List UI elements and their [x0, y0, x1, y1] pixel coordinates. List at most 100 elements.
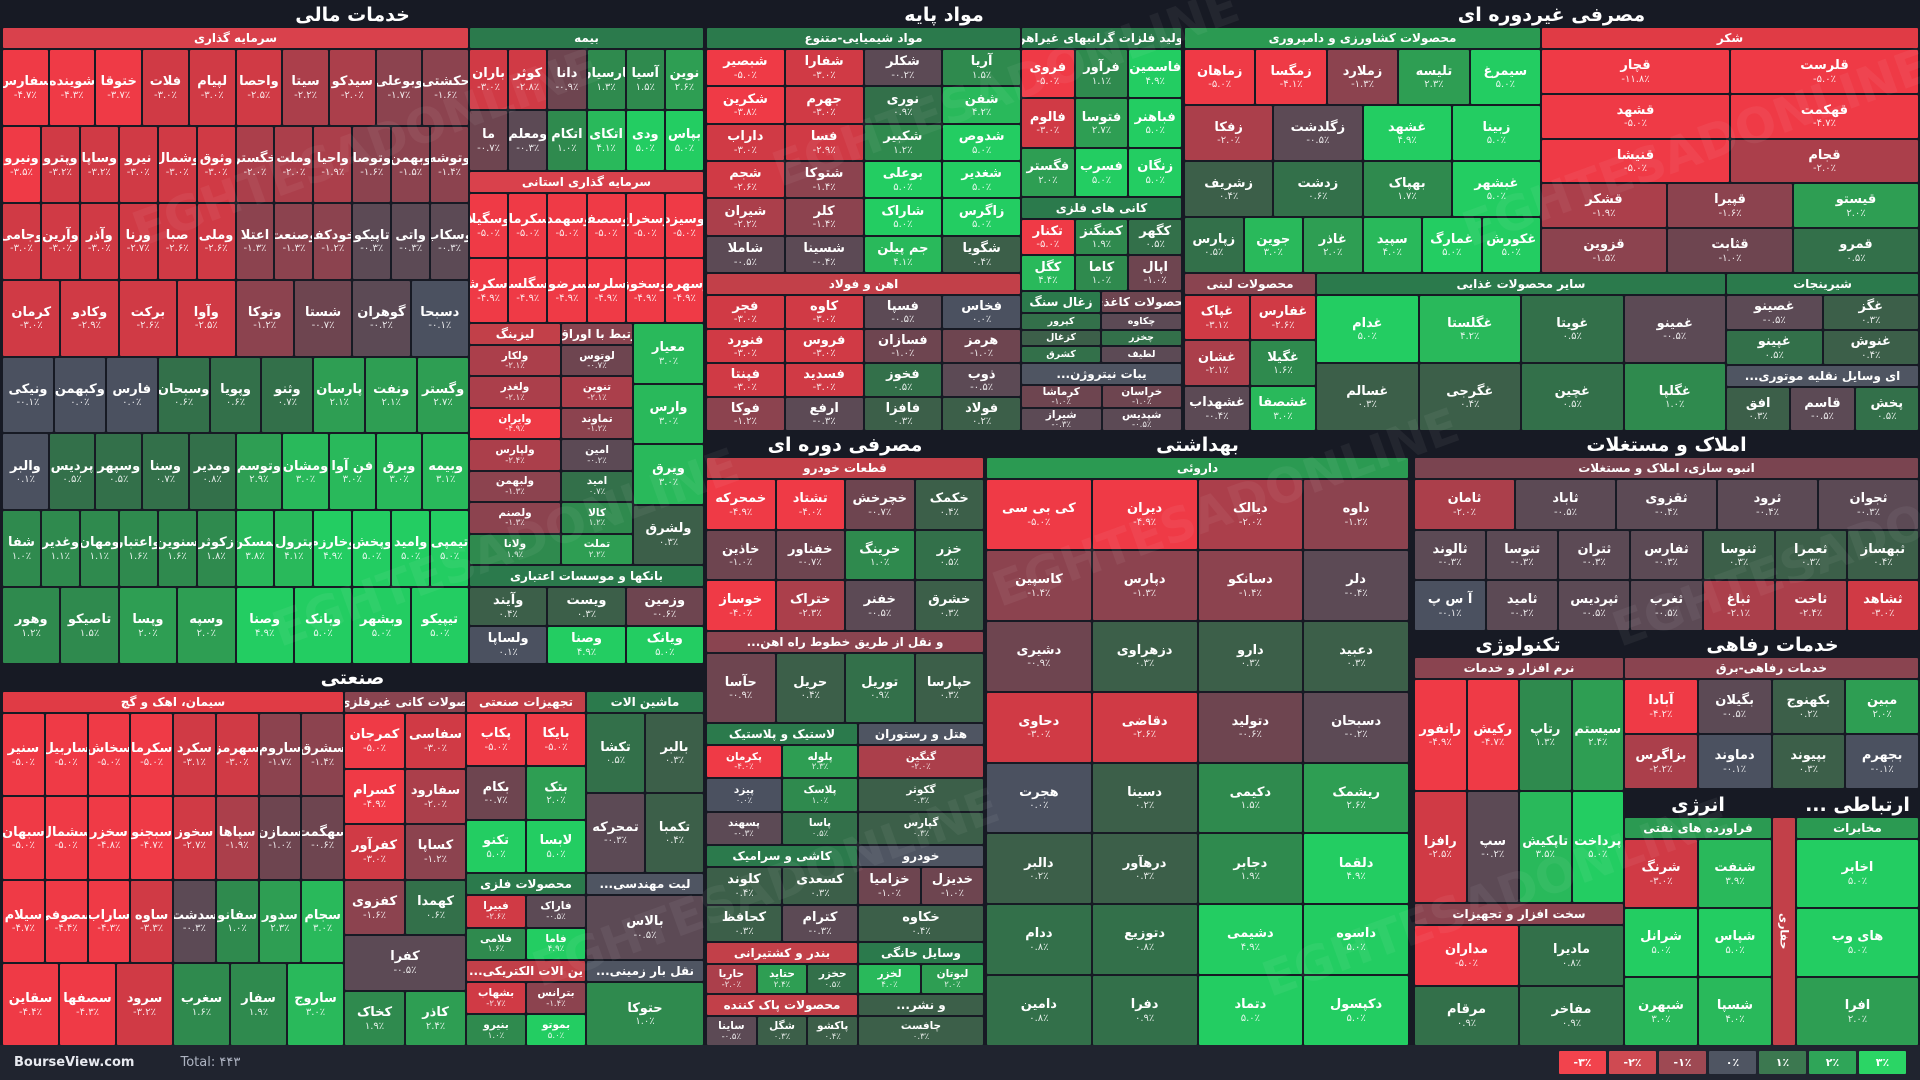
- subsector-header[interactable]: هتل و رستوران: [859, 724, 983, 744]
- stock-cell[interactable]: زدشت ۰.۶٪: [1274, 162, 1362, 216]
- sector-title[interactable]: صنعتی: [320, 667, 385, 689]
- stock-cell[interactable]: کفزوی -۱.۶٪: [345, 880, 404, 934]
- stock-cell[interactable]: سپاها -۱.۹٪: [216, 797, 258, 879]
- stock-cell[interactable]: خزر ۰.۵٪: [915, 530, 983, 580]
- stock-cell[interactable]: فوکا -۱.۲٪: [707, 398, 784, 430]
- stock-cell[interactable]: دتوزیع ۰.۸٪: [1092, 905, 1197, 975]
- stock-cell[interactable]: دکپسول ۵.۰٪: [1304, 976, 1408, 1045]
- stock-cell[interactable]: کگل ۴.۴٪: [1022, 256, 1074, 290]
- stock-cell[interactable]: تملت ۲.۲٪: [562, 534, 632, 564]
- stock-cell[interactable]: بالاس -۰.۵٪: [587, 896, 703, 959]
- stock-cell[interactable]: غبشهر ۵.۰٪: [1452, 162, 1540, 216]
- stock-cell[interactable]: پارسیان۱.۳٪: [587, 50, 625, 109]
- stock-cell[interactable]: داسوه ۵.۰٪: [1304, 905, 1408, 975]
- stock-cell[interactable]: وبوعلی -۱.۷٪: [376, 50, 422, 125]
- stock-cell[interactable]: شکلر -۰.۲٪: [864, 50, 942, 86]
- stock-cell[interactable]: ثرود -۰.۴٪: [1718, 480, 1817, 529]
- stock-cell[interactable]: شیران -۲.۲٪: [707, 199, 784, 235]
- subsector-header[interactable]: ماشین الات: [587, 692, 703, 712]
- stock-cell[interactable]: کاوه -۳.۰٪: [785, 296, 863, 328]
- stock-cell[interactable]: حخزر ۰.۵٪: [808, 965, 858, 993]
- stock-cell[interactable]: ولپارس -۲.۴٪: [470, 440, 560, 470]
- stock-cell[interactable]: هجرت ۰.۰٪: [987, 763, 1091, 833]
- stock-cell[interactable]: پارسان ۲.۱٪: [314, 357, 365, 433]
- stock-cell[interactable]: سغرب ۱.۶٪: [174, 963, 229, 1045]
- subsector-header[interactable]: کاشی و سرامیک: [707, 846, 857, 866]
- stock-cell[interactable]: کلر -۱.۴٪: [785, 199, 863, 235]
- stock-cell[interactable]: غکورش ۵.۰٪: [1482, 218, 1540, 272]
- stock-cell[interactable]: سدشت -۰.۳٪: [174, 880, 215, 962]
- stock-cell[interactable]: وتوشه -۱.۴٪: [431, 126, 469, 202]
- stock-cell[interactable]: شغدیر ۵.۰٪: [943, 161, 1020, 198]
- stock-cell[interactable]: کلوند ۰.۴٪: [707, 868, 781, 904]
- stock-cell[interactable]: خشرق ۰.۳٪: [915, 581, 983, 631]
- subsector-header[interactable]: تجهیزات صنعتی: [467, 692, 585, 712]
- stock-cell[interactable]: دانا -۰.۹٪: [548, 50, 586, 109]
- stock-cell[interactable]: کرمان -۳.۰٪: [3, 280, 60, 356]
- stock-cell[interactable]: ساوه -۳.۳٪: [131, 880, 172, 962]
- stock-cell[interactable]: وبیمه ۳.۱٪: [423, 434, 469, 510]
- stock-cell[interactable]: وصنا ۴.۹٪: [236, 588, 293, 663]
- stock-cell[interactable]: شفارا -۳.۰٪: [785, 50, 863, 86]
- stock-cell[interactable]: زپارس ۰.۵٪: [1185, 218, 1243, 272]
- stock-cell[interactable]: دتماد ۵.۰٪: [1198, 976, 1303, 1045]
- stock-cell[interactable]: وآذر -۳.۰٪: [80, 203, 118, 279]
- stock-cell[interactable]: فولاد ۰.۲٪: [943, 398, 1020, 430]
- subsector-header[interactable]: خدمات رفاهی-برق: [1625, 658, 1918, 678]
- stock-cell[interactable]: وساپا -۳.۲٪: [80, 126, 118, 202]
- stock-cell[interactable]: سفارس-۴.۷٪: [3, 50, 48, 125]
- stock-cell[interactable]: ولصنم -۱.۳٪: [470, 503, 560, 533]
- subsector-header[interactable]: مخابرات: [1797, 818, 1918, 838]
- stock-cell[interactable]: وصنعت-۱.۳٪: [275, 203, 313, 279]
- stock-cell[interactable]: تیپیکو ۵.۰٪: [411, 588, 468, 663]
- stock-cell[interactable]: خوساز -۴.۰٪: [707, 581, 775, 631]
- stock-cell[interactable]: سپ -۰.۲٪: [1467, 792, 1518, 902]
- subsector-header[interactable]: سایر محصولات غذایی: [1317, 274, 1725, 294]
- stock-cell[interactable]: زفکا -۲.۰٪: [1185, 106, 1273, 160]
- stock-cell[interactable]: وثوق -۳.۰٪: [197, 126, 235, 202]
- stock-cell[interactable]: دیالک -۲.۰٪: [1198, 480, 1303, 549]
- stock-cell[interactable]: امین -۰.۲٪: [562, 440, 632, 470]
- stock-cell[interactable]: ذوب -۰.۵٪: [943, 364, 1020, 396]
- stock-cell[interactable]: پسهند -۰.۳٪: [707, 812, 781, 844]
- stock-cell[interactable]: حکشتی -۱.۶٪: [423, 50, 469, 125]
- stock-cell[interactable]: بتک ۲.۰٪: [527, 767, 585, 819]
- sector-title[interactable]: املاک و مستغلات: [1586, 434, 1747, 456]
- stock-cell[interactable]: شاملا -۰.۵٪: [707, 236, 784, 272]
- stock-cell[interactable]: سصوفی-۴.۴٪: [45, 880, 87, 962]
- stock-cell[interactable]: کالا ۱.۲٪: [562, 503, 632, 533]
- stock-cell[interactable]: بوعلی ۵.۰٪: [864, 161, 942, 198]
- stock-cell[interactable]: رانفور -۴.۹٪: [1415, 680, 1466, 790]
- stock-cell[interactable]: داوه -۱.۲٪: [1304, 480, 1408, 549]
- stock-cell[interactable]: ثامان -۲.۰٪: [1415, 480, 1514, 529]
- stock-cell[interactable]: حپارسا ۰.۳٪: [915, 654, 983, 722]
- stock-cell[interactable]: مادیرا ۰.۸٪: [1520, 926, 1623, 985]
- stock-cell[interactable]: بترانس -۱.۴٪: [527, 983, 585, 1013]
- stock-cell[interactable]: سرود -۳.۲٪: [117, 963, 172, 1045]
- stock-cell[interactable]: لخزر ۴.۰٪: [859, 965, 920, 993]
- stock-cell[interactable]: کمنگنز ۱.۹٪: [1075, 220, 1128, 254]
- subsector-header[interactable]: محصولات کاغذی: [1102, 292, 1181, 312]
- stock-cell[interactable]: خاذین -۱.۰٪: [707, 530, 775, 580]
- stock-cell[interactable]: فروی -۵.۰٪: [1022, 50, 1074, 98]
- stock-cell[interactable]: شجم -۲.۶٪: [707, 161, 784, 198]
- brand-logo[interactable]: BourseView.com: [14, 1055, 135, 1070]
- stock-cell[interactable]: کزغال۰.۳٪: [1022, 330, 1100, 346]
- stock-cell[interactable]: وتوصا -۱.۶٪: [353, 126, 391, 202]
- subsector-header[interactable]: داروئی: [987, 458, 1408, 478]
- stock-cell[interactable]: پرداخت ۵.۰٪: [1572, 792, 1623, 902]
- subsector-header[interactable]: زغال سنگ: [1022, 292, 1100, 312]
- stock-cell[interactable]: پکرمان -۴.۰٪: [707, 746, 781, 778]
- stock-cell[interactable]: جهرم -۳.۰٪: [785, 87, 863, 123]
- stock-cell[interactable]: قنیشا -۵.۰٪: [1542, 139, 1729, 183]
- stock-cell[interactable]: وهور ۱.۲٪: [3, 588, 60, 663]
- stock-cell[interactable]: واتی -۰.۳٪: [392, 203, 430, 279]
- stock-cell[interactable]: بپیوند ۰.۳٪: [1772, 735, 1845, 788]
- stock-cell[interactable]: حریل ۰.۴٪: [776, 654, 844, 722]
- stock-cell[interactable]: بکام -۰.۷٪: [467, 767, 525, 819]
- stock-cell[interactable]: لابسا ۵.۰٪: [527, 820, 585, 872]
- stock-cell[interactable]: قیستو ۲.۰٪: [1794, 184, 1918, 228]
- stock-cell[interactable]: پخش ۰.۵٪: [1855, 388, 1918, 430]
- stock-cell[interactable]: دلر -۰.۴٪: [1304, 550, 1408, 620]
- subsector-header[interactable]: تولید فلزات گرانبهای غیراهن: [1022, 28, 1181, 48]
